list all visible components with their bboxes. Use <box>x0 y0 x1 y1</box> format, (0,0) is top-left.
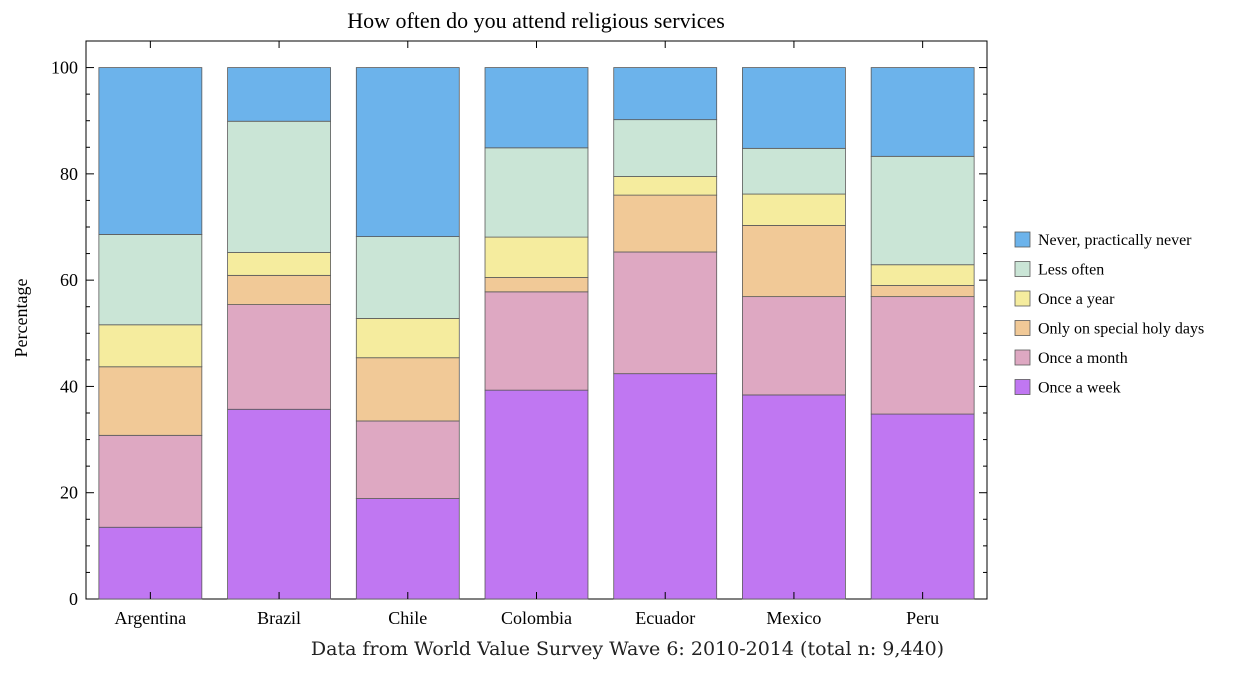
bar-segment <box>227 67 331 122</box>
bar-segment <box>613 119 718 177</box>
bar-segment <box>742 147 846 195</box>
bar-segment <box>742 67 846 149</box>
bar-segment <box>227 274 331 305</box>
x-tick-label: Brazil <box>257 608 301 628</box>
bar-segment <box>98 366 203 436</box>
bar-segment <box>613 251 718 375</box>
x-tick-label: Mexico <box>766 608 821 628</box>
y-tick-label: 60 <box>60 270 78 290</box>
bar-segment <box>355 318 460 359</box>
legend: Never, practically never Less often Once a… <box>1014 231 1204 397</box>
bar-segment <box>484 277 589 293</box>
data-source-caption: Data from World Value Survey Wave 6: 201… <box>310 638 945 660</box>
bar-segment <box>613 373 718 600</box>
bar-segment <box>870 264 975 286</box>
bar-segment <box>484 147 589 238</box>
bar-segment <box>227 304 331 410</box>
bar-segment <box>98 324 203 368</box>
y-tick-label: 0 <box>69 589 78 609</box>
x-tick-label: Argentina <box>115 608 187 628</box>
bar-segment <box>355 236 460 319</box>
bar-segment <box>227 120 331 253</box>
bar-segment <box>484 67 589 149</box>
legend-swatch <box>1014 231 1031 248</box>
bar-segment <box>870 296 975 415</box>
y-tick-label: 40 <box>60 376 78 396</box>
x-tick-label: Colombia <box>501 608 572 628</box>
legend-label: Once a week <box>1038 380 1121 397</box>
y-axis-label: Percentage <box>11 279 31 358</box>
bar-segment <box>98 526 203 600</box>
plot-area: 0 20 40 60 80 100 Argentina Brazil Chile Colombia… <box>51 40 988 628</box>
legend-swatch <box>1014 349 1031 366</box>
legend-label: Only on special holy days <box>1038 321 1204 338</box>
bar-segment <box>870 67 975 157</box>
bar-segment <box>613 67 718 121</box>
bar-segment <box>355 357 460 422</box>
x-tick-label: Peru <box>906 608 939 628</box>
x-tick-label: Chile <box>388 608 427 628</box>
legend-swatch <box>1014 290 1031 307</box>
bar-segment <box>484 389 589 600</box>
bar-segment <box>742 296 846 396</box>
bar-segment <box>484 236 589 278</box>
bar-segment <box>742 193 846 226</box>
bar-segment <box>355 498 460 600</box>
bar-segment <box>484 291 589 391</box>
bar-segment <box>98 67 203 235</box>
bar-segment <box>355 67 460 237</box>
legend-label: Once a month <box>1038 350 1128 367</box>
legend-label: Less often <box>1038 262 1104 279</box>
chart-title: How often do you attend religious servic… <box>347 8 725 33</box>
legend-swatch <box>1014 261 1031 277</box>
bar-segment <box>742 225 846 298</box>
legend-label: Never, practically never <box>1038 232 1192 249</box>
bar-segment <box>870 285 975 298</box>
legend-label: Once a year <box>1038 291 1115 308</box>
legend-swatch <box>1014 379 1031 395</box>
bar-segment <box>98 434 203 528</box>
stacked-bar-chart: How often do you attend religious servic… <box>11 8 1204 628</box>
bar-segment <box>227 408 331 600</box>
x-tick-label: Ecuador <box>635 608 695 628</box>
bar-segment <box>355 420 460 499</box>
bar-segment <box>870 155 975 266</box>
legend-swatch <box>1014 320 1031 336</box>
y-tick-label: 80 <box>60 164 78 184</box>
bar-segment <box>98 234 203 326</box>
y-tick-label: 100 <box>51 58 78 78</box>
bar-segment <box>613 194 718 253</box>
bar-segment <box>227 252 331 276</box>
bar-segment <box>870 413 975 600</box>
y-tick-label: 20 <box>60 483 78 503</box>
bar-segment <box>742 394 846 600</box>
bar-segment <box>613 176 718 196</box>
